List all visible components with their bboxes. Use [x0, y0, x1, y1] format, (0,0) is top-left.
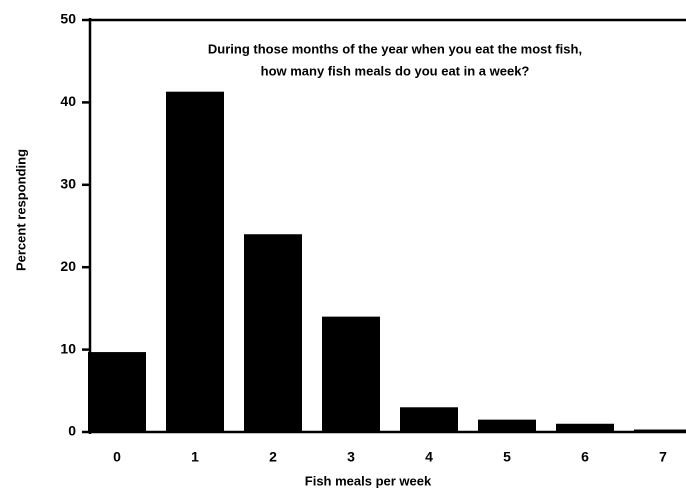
x-tick-label: 0 [113, 449, 121, 465]
bar [244, 234, 302, 432]
y-axis-label: Percent responding [13, 149, 28, 271]
x-tick-label: 6 [581, 449, 589, 465]
x-tick-label: 1 [191, 449, 199, 465]
y-tick-label: 30 [60, 176, 76, 192]
chart-title: how many fish meals do you eat in a week… [261, 63, 530, 78]
bar [556, 423, 614, 432]
y-tick-label: 40 [60, 93, 76, 109]
chart-title: During those months of the year when you… [208, 41, 582, 56]
y-tick-label: 10 [60, 340, 76, 356]
bar [478, 419, 536, 432]
x-tick-label: 4 [425, 449, 433, 465]
y-tick-label: 0 [68, 423, 76, 439]
x-tick-label: 5 [503, 449, 511, 465]
x-tick-label: 7 [659, 449, 667, 465]
bar [634, 429, 686, 432]
x-tick-label: 2 [269, 449, 277, 465]
bar [322, 316, 380, 432]
y-tick-label: 20 [60, 258, 76, 274]
bar [400, 407, 458, 432]
bar [88, 352, 146, 432]
x-axis-label: Fish meals per week [305, 473, 432, 488]
y-tick-label: 50 [60, 11, 76, 27]
x-tick-label: 3 [347, 449, 355, 465]
bar [166, 91, 224, 433]
